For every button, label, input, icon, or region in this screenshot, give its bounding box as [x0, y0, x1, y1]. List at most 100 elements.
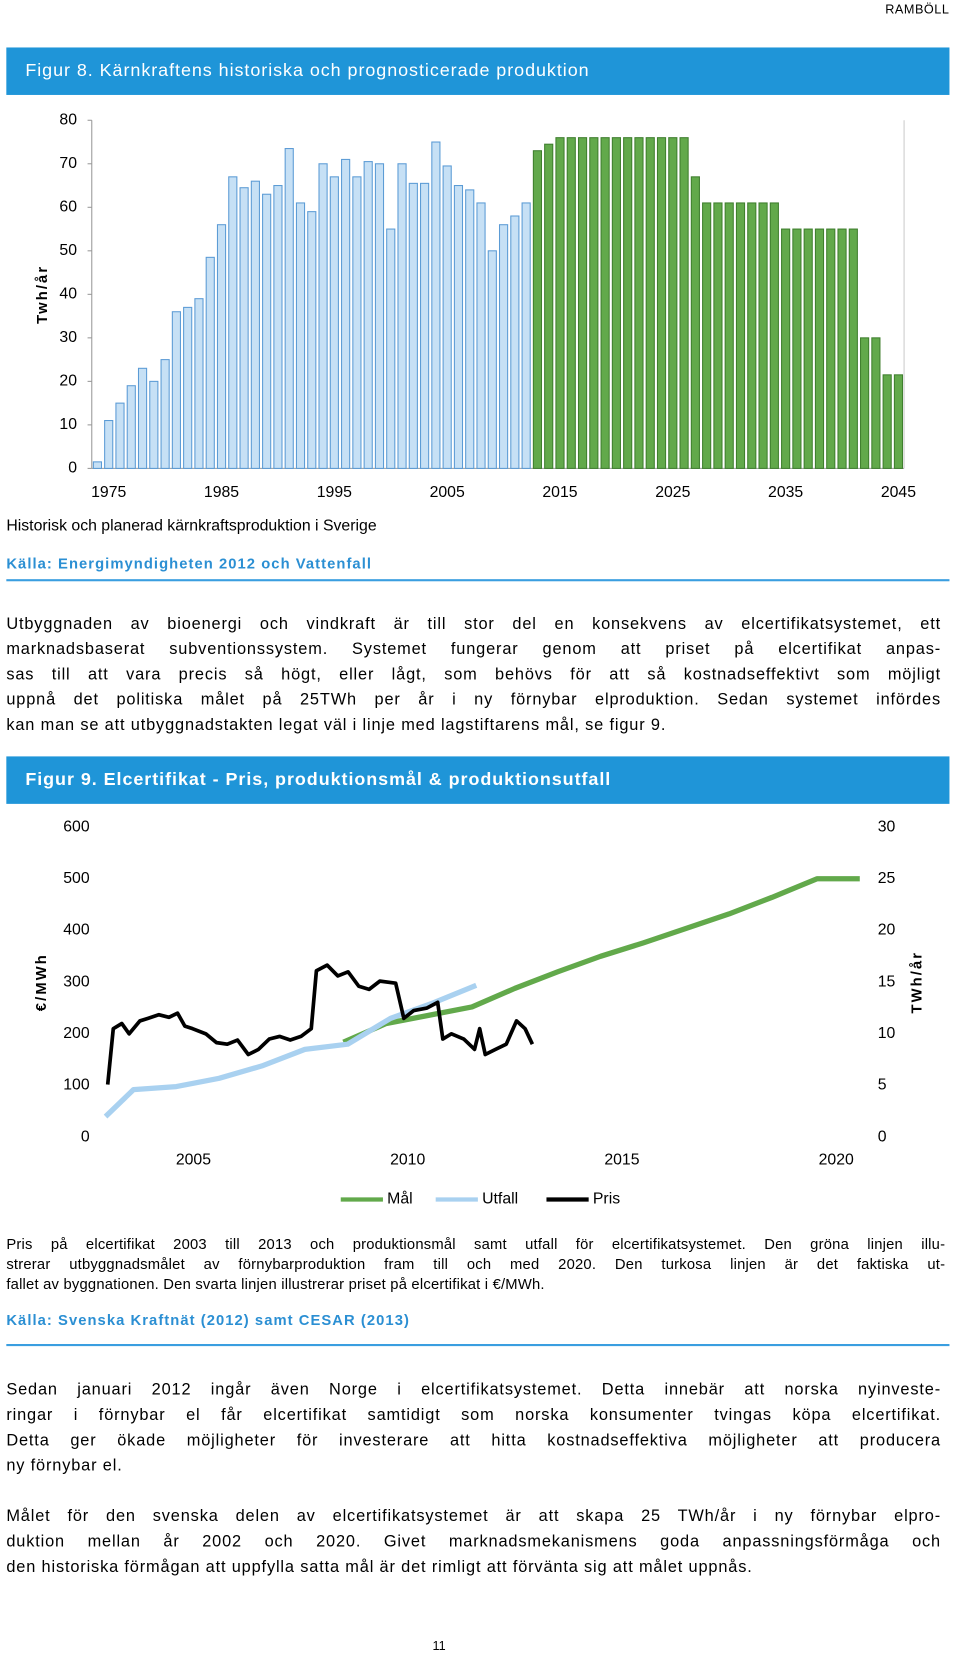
- bar: [171, 311, 181, 469]
- y2-tick-label: 10: [878, 1025, 896, 1042]
- bar: [239, 187, 249, 469]
- y-tick-label: 20: [59, 373, 77, 390]
- caption-line: strerar utbyggnadsmålet av förnybarprodu…: [6, 1255, 946, 1273]
- y-axis-label: Twh/år: [35, 265, 51, 324]
- bar: [781, 228, 791, 469]
- figure-caption: Pris på elcertifikat 2003 till 2013 och …: [6, 1234, 945, 1294]
- bar: [487, 250, 497, 469]
- bar: [216, 224, 227, 469]
- bar: [544, 143, 554, 469]
- bar: [442, 165, 452, 469]
- bar: [363, 161, 373, 469]
- y-tick-label: 70: [59, 155, 77, 172]
- x-tick-label: 1995: [317, 484, 352, 501]
- bar: [555, 137, 565, 469]
- y-axis-label: €/MWh: [34, 953, 50, 1011]
- rule: [6, 579, 950, 582]
- paragraph: Utbyggnaden av bioenergi och vindkraft ä…: [6, 612, 941, 739]
- bar: [747, 202, 757, 469]
- figure-band: Figur 9. Elcertifikat - Pris, produktion…: [6, 756, 950, 804]
- bar: [329, 176, 339, 469]
- legend-label: Mål: [387, 1190, 412, 1208]
- bar: [837, 228, 847, 469]
- x-tick-label: 2005: [176, 1152, 211, 1169]
- bar: [679, 137, 689, 469]
- bar: [589, 137, 599, 469]
- y2-tick-label: 0: [878, 1128, 887, 1145]
- bar: [341, 158, 351, 469]
- y-tick-label: 60: [59, 198, 77, 215]
- text-line: duktion mellan år 2002 och 2020. Givet m…: [6, 1532, 942, 1551]
- bar: [792, 228, 802, 469]
- bar: [803, 228, 813, 469]
- bar: [498, 224, 509, 469]
- series-line: [342, 876, 860, 1045]
- x-tick-label: 1975: [91, 484, 126, 501]
- bar: [420, 182, 430, 469]
- bar: [476, 202, 486, 469]
- bar: [769, 202, 779, 469]
- figure-band: Figur 8. Kärnkraftens historiska och pro…: [6, 47, 950, 95]
- legend-label: Utfall: [482, 1191, 518, 1208]
- legend-label: Pris: [593, 1191, 620, 1208]
- text-line: uppnå det politiska målet på 25TWh per å…: [6, 690, 942, 709]
- series-line: [105, 963, 535, 1085]
- text-line: sas till att vara precis så högt, eller …: [6, 665, 942, 684]
- bar: [566, 137, 576, 469]
- y-tick-label: 0: [68, 460, 77, 477]
- figure-source: Källa: Svenska Kraftnät (2012) samt CESA…: [6, 1311, 410, 1329]
- bar: [690, 176, 700, 469]
- bar: [826, 228, 836, 469]
- rule: [6, 1344, 950, 1347]
- y2-axis-label: TWh/år: [910, 951, 926, 1014]
- bar: [149, 380, 159, 469]
- x-tick-label: 1985: [204, 484, 239, 501]
- caption-line: Pris på elcertifikat 2003 till 2013 och …: [6, 1235, 946, 1253]
- bar: [735, 202, 746, 469]
- y-tick-label: 0: [81, 1128, 90, 1145]
- y-tick-label: 200: [63, 1025, 90, 1042]
- bar: [758, 202, 768, 469]
- y-tick-label: 400: [63, 922, 90, 939]
- bar: [724, 202, 734, 469]
- bar: [702, 202, 712, 469]
- y2-tick-label: 15: [878, 973, 896, 990]
- y-tick-label: 40: [59, 286, 77, 303]
- bar: [352, 176, 362, 469]
- bar: [465, 189, 475, 469]
- bar: [295, 202, 306, 469]
- text-line: ringar i förnybar el får elcertifikat sa…: [6, 1406, 942, 1425]
- header: RAMBÖLL: [885, 2, 950, 17]
- x-tick-label: 2020: [819, 1152, 854, 1169]
- bar: [645, 137, 655, 469]
- bar: [307, 211, 317, 469]
- x-tick-label: 2010: [390, 1152, 425, 1169]
- text-line: Utbyggnaden av bioenergi och vindkraft ä…: [6, 615, 942, 633]
- bar: [713, 202, 723, 469]
- bar: [194, 298, 204, 469]
- y2-tick-label: 30: [878, 818, 896, 835]
- text-line: kan man se att utbyggnadstakten legat vä…: [6, 716, 667, 735]
- x-tick-label: 2035: [768, 484, 803, 501]
- figure-source: Källa: Energimyndigheten 2012 och Vatten…: [6, 554, 373, 572]
- x-tick-label: 2025: [655, 484, 690, 501]
- y-tick-label: 50: [59, 242, 77, 259]
- bar: [228, 176, 238, 469]
- y-tick-label: 300: [63, 973, 90, 990]
- bar: [848, 228, 858, 469]
- bar: [137, 367, 148, 469]
- page-number: 11: [432, 1638, 446, 1654]
- bar: [510, 215, 520, 469]
- bar: [250, 180, 260, 469]
- bar: [532, 150, 543, 469]
- y-tick-label: 30: [59, 329, 77, 346]
- bar: [205, 256, 215, 469]
- bar: [882, 374, 892, 469]
- bar: [453, 185, 464, 469]
- bar: [611, 137, 621, 469]
- text-line: Detta ger ökade möjligheter för invester…: [6, 1431, 942, 1450]
- series-line: [103, 982, 478, 1119]
